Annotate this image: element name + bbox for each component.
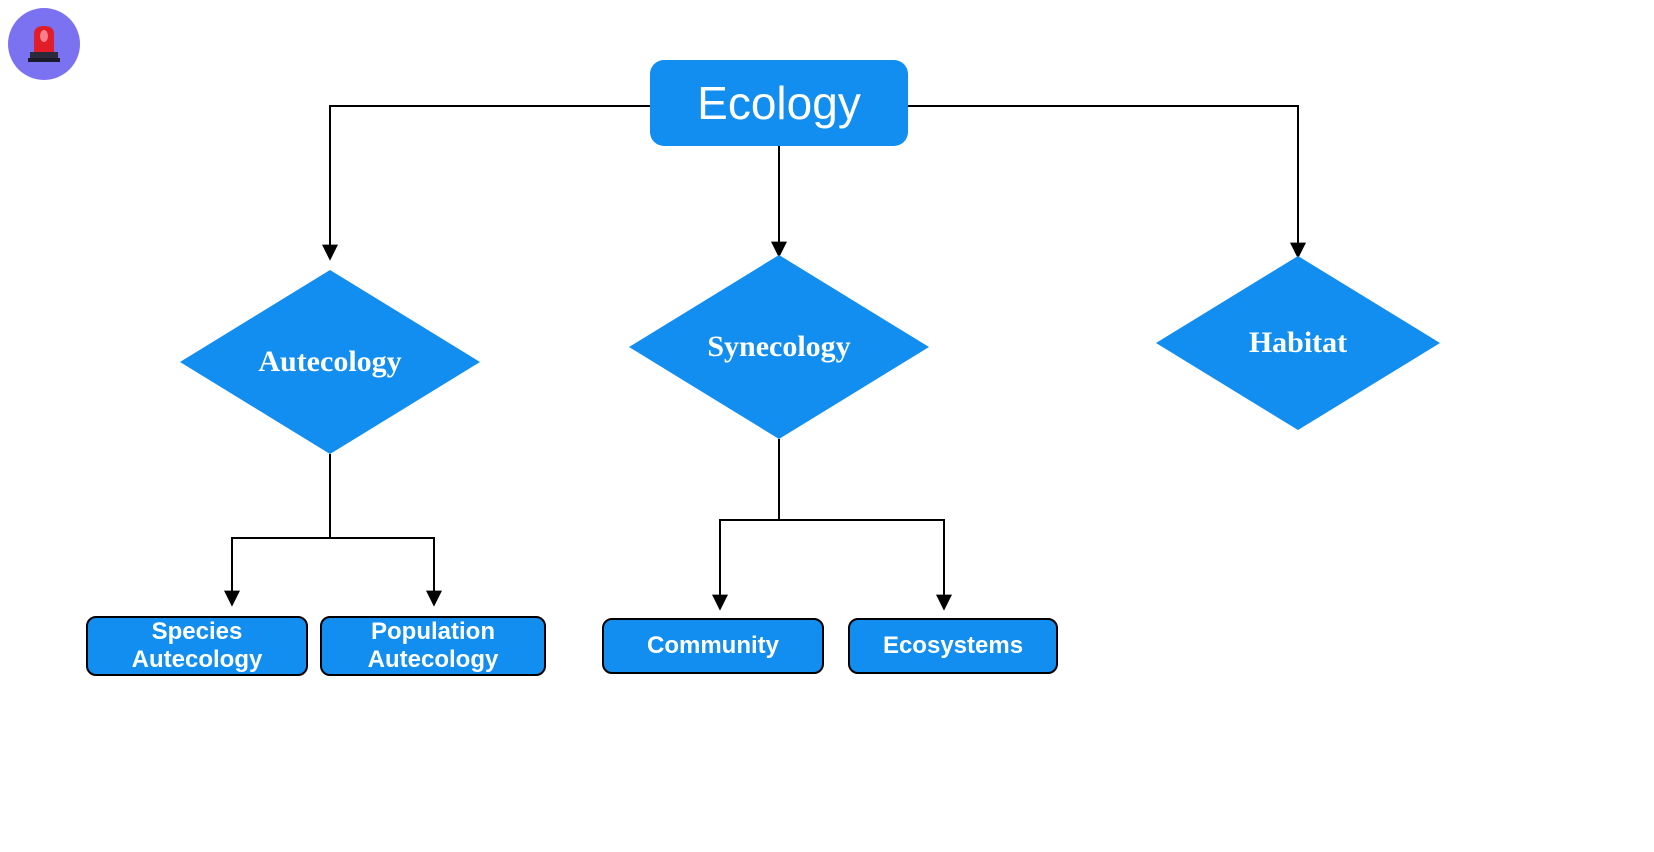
- edge: [720, 520, 779, 608]
- edge: [779, 520, 944, 608]
- node-label: Ecosystems: [883, 632, 1023, 660]
- node-population-autecology: PopulationAutecology: [320, 616, 546, 676]
- node-synecology: Synecology: [629, 255, 929, 439]
- node-label: Synecology: [707, 330, 850, 364]
- node-ecosystems: Ecosystems: [848, 618, 1058, 674]
- node-species-autecology: SpeciesAutecology: [86, 616, 308, 676]
- siren-badge: [8, 8, 80, 80]
- node-label: Autecology: [258, 345, 401, 379]
- node-label: Ecology: [697, 76, 861, 130]
- node-autecology: Autecology: [180, 270, 480, 454]
- node-community: Community: [602, 618, 824, 674]
- edge: [908, 106, 1298, 256]
- node-ecology: Ecology: [650, 60, 908, 146]
- siren-icon: [22, 22, 66, 66]
- edge: [232, 538, 330, 604]
- node-label: Community: [647, 632, 779, 660]
- node-label: SpeciesAutecology: [132, 618, 263, 673]
- node-label: Habitat: [1249, 326, 1347, 360]
- edge: [330, 538, 434, 604]
- edge: [330, 106, 650, 258]
- node-habitat: Habitat: [1156, 256, 1440, 430]
- node-label: PopulationAutecology: [368, 618, 499, 673]
